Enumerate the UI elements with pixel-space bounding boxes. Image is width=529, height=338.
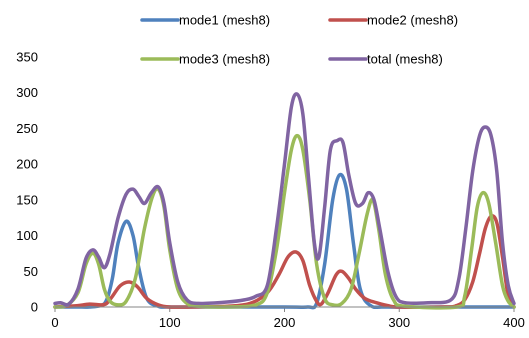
legend: mode1 (mesh8) mode2 (mesh8) mode3 (mesh8) t… bbox=[140, 13, 458, 67]
y-tick-label: 350 bbox=[16, 50, 38, 65]
y-tick-label: 250 bbox=[16, 121, 38, 136]
y-tick-label: 300 bbox=[16, 85, 38, 100]
x-tick-label: 400 bbox=[503, 315, 525, 330]
legend-label-mode2: mode2 (mesh8) bbox=[367, 13, 458, 28]
y-tick-label: 0 bbox=[31, 300, 38, 315]
x-tick-label: 300 bbox=[388, 315, 410, 330]
y-axis-ticks: 0 50 100 150 200 250 300 350 bbox=[16, 50, 38, 315]
series-line-total bbox=[53, 92, 516, 307]
y-tick-label: 150 bbox=[16, 192, 38, 207]
legend-label-mode3: mode3 (mesh8) bbox=[179, 52, 270, 67]
series-line-mode2 bbox=[53, 214, 516, 309]
legend-label-total: total (mesh8) bbox=[367, 52, 443, 67]
legend-label-mode1: mode1 (mesh8) bbox=[179, 13, 270, 28]
y-tick-label: 50 bbox=[24, 264, 38, 279]
y-tick-label: 200 bbox=[16, 157, 38, 172]
x-tick-label: 0 bbox=[51, 315, 58, 330]
x-axis-ticks: 0 100 200 300 400 bbox=[51, 307, 525, 330]
x-tick-label: 100 bbox=[159, 315, 181, 330]
series-layer bbox=[53, 92, 516, 310]
series-line-mode3 bbox=[53, 133, 516, 310]
y-tick-label: 100 bbox=[16, 228, 38, 243]
x-tick-label: 200 bbox=[274, 315, 296, 330]
